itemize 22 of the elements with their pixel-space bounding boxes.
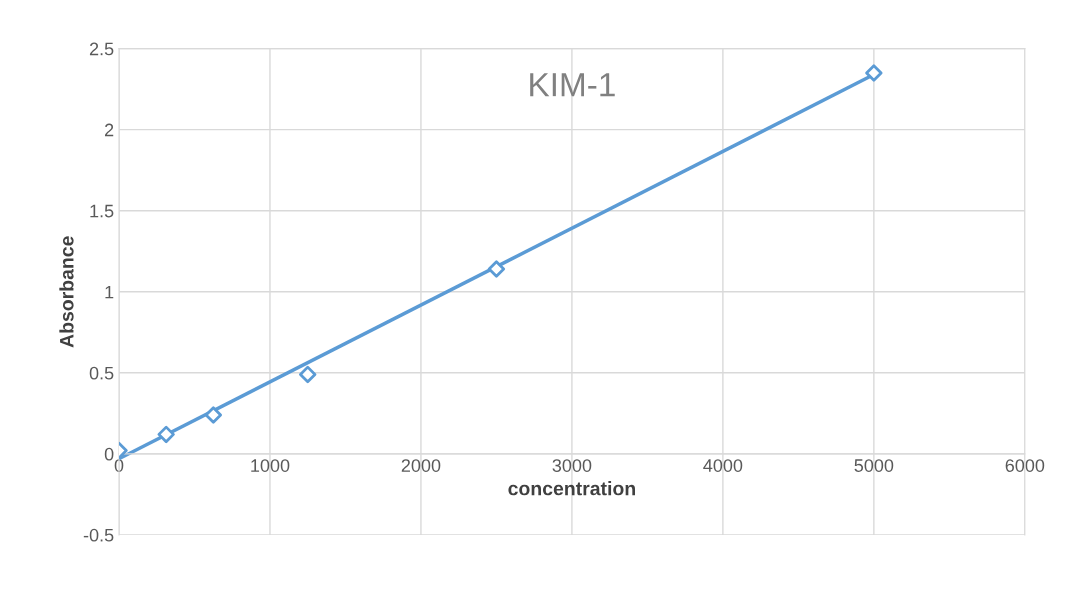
y-tick-label: 0 <box>104 447 114 461</box>
y-tick-label: 0.5 <box>89 366 114 380</box>
y-tick-label: 2.5 <box>89 42 114 56</box>
y-tick-label: 1 <box>105 285 114 299</box>
x-tick-label: 5000 <box>854 459 894 472</box>
x-tick-label: 3000 <box>552 459 592 472</box>
y-tick-label: 2 <box>105 123 114 137</box>
point <box>487 260 506 278</box>
x-tick-label: 1000 <box>251 459 290 472</box>
point <box>865 64 883 82</box>
text: KIM-1 <box>530 73 615 97</box>
x-tick-label: 2000 <box>401 459 441 472</box>
y-tick-label: 1.5 <box>90 204 114 218</box>
point <box>204 406 223 424</box>
x-tick-label: 4000 <box>703 459 743 472</box>
point <box>157 425 175 444</box>
y-axis-title: Absorbance <box>59 236 74 348</box>
point <box>299 365 317 384</box>
x-tick-label: 0 <box>114 459 124 472</box>
x-axis-title: concentration <box>508 481 635 496</box>
x-tick-label: 6000 <box>1005 459 1045 472</box>
y-tick-label: -0.5 <box>83 528 114 542</box>
